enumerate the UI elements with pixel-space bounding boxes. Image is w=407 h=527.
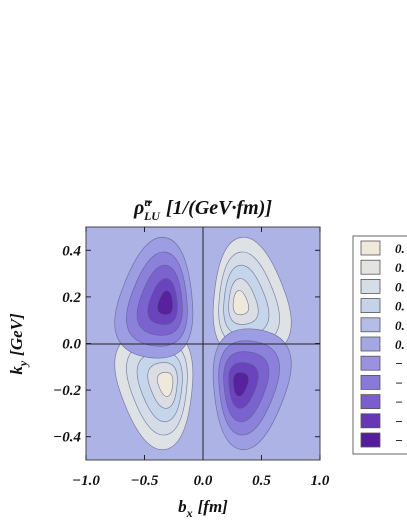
y-axis-label: ky [GeV] [7,313,30,375]
legend-swatch-10 [360,413,381,429]
y-axis-symbol: k [7,366,26,375]
x-axis-units: [fm] [198,497,229,516]
x-tick-label: 1.0 [311,473,330,489]
contour-band-3-5 [156,290,174,316]
legend-swatch-6 [360,336,381,352]
legend-label-5: 0. [395,318,405,333]
title-subscript: LU [143,209,161,223]
x-axis-label: bx [fm] [178,497,228,520]
x-tick-label: 0.5 [252,473,271,489]
x-tick-label: 0.0 [194,473,213,489]
x-axis-subscript: x [186,506,193,520]
chart-title: ρ̃u LU [1/(GeV·fm)] [133,195,272,223]
legend-label-1: 0. [395,241,405,256]
y-tick-label: 0.0 [62,337,81,353]
y-tick-label: −0.4 [53,430,81,446]
y-axis-subscript: y [16,360,30,368]
legend-swatch-3 [360,278,381,294]
title-units: [1/(GeV·fm)] [166,197,272,219]
legend-label-9: − [395,395,403,410]
contour-bands [114,237,292,450]
legend-swatch-7 [360,355,381,371]
axis-ticks: −1.0 −0.5 0.0 0.5 1.0 0.4 0.2 0.0 −0.2 −0.4 [53,227,330,489]
legend-label-8: − [395,375,403,390]
legend-label-3: 0. [395,279,405,294]
legend-swatch-4 [360,298,381,314]
legend-label-11: − [395,433,403,448]
x-tick-label: −0.5 [131,473,159,489]
legend-label-2: 0. [395,260,405,275]
y-tick-label: 0.2 [62,290,81,306]
legend-label-6: 0. [395,337,405,352]
x-axis-symbol: b [178,497,187,516]
legend-items: 0. 0. 0. 0. 0. 0. − − − − − [360,240,405,448]
contour-band-1-5 [232,290,250,316]
legend-swatch-9 [360,394,381,410]
contour-band-4-5 [232,371,250,397]
y-tick-label: 0.4 [62,243,81,259]
y-axis-units: [GeV] [7,313,26,356]
legend-label-7: − [395,356,403,371]
legend: 0. 0. 0. 0. 0. 0. − − − − − [352,235,407,455]
legend-swatch-1 [360,240,381,256]
legend-swatch-2 [360,259,381,275]
x-tick-label: −1.0 [72,473,100,489]
contour-band-2-5 [156,371,174,397]
legend-swatch-11 [360,432,381,448]
legend-label-4: 0. [395,299,405,314]
title-superscript: u [144,195,151,209]
y-tick-label: −0.2 [53,383,81,399]
legend-swatch-5 [360,317,381,333]
legend-swatch-8 [360,374,381,390]
legend-label-10: − [395,414,403,429]
